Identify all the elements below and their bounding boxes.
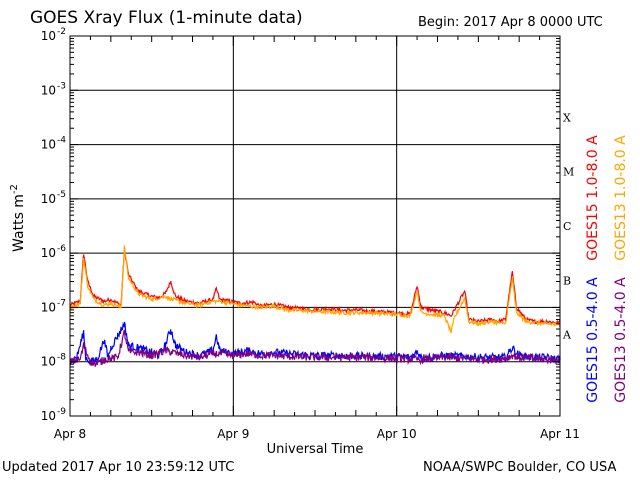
y-tick-exponent: -8 (57, 353, 66, 363)
flare-class-label: B (563, 274, 571, 287)
flare-class-label: A (562, 329, 572, 342)
x-tick-label: Apr 8 (54, 427, 86, 441)
legend-entry: GOES13 0.5-4.0 A (613, 277, 629, 403)
y-tick-label: 10 (41, 138, 56, 152)
series-layer (69, 245, 561, 367)
y-tick-exponent: -6 (57, 244, 66, 254)
y-tick-label: 10 (41, 246, 56, 260)
legend-label: GOES13 0.5-4.0 A (613, 277, 629, 403)
y-tick-exponent: -7 (57, 298, 66, 308)
legend-entry: GOES15 1.0-8.0 A (585, 135, 601, 261)
legend-entry: GOES15 0.5-4.0 A (585, 277, 601, 403)
legend: GOES15 1.0-8.0 A GOES13 1.0-8.0 A GOES15 0… (585, 135, 629, 403)
y-tick-exponent: -3 (57, 81, 66, 91)
y-tick-label: 10 (41, 83, 56, 97)
begin-time: Begin: 2017 Apr 8 0000 UTC (418, 15, 603, 30)
legend-label: GOES13 1.0-8.0 A (613, 135, 629, 261)
y-tick-exponent: -9 (57, 407, 66, 417)
y-tick-label: 10 (41, 192, 56, 206)
updated-timestamp: Updated 2017 Apr 10 23:59:12 UTC (2, 460, 235, 475)
y-tick-exponent: -4 (57, 136, 66, 146)
grid-lines (70, 36, 560, 416)
y-tick-label: 10 (41, 300, 56, 314)
chart-title: GOES Xray Flux (1-minute data) (30, 8, 303, 28)
x-tick-label: Apr 11 (540, 427, 580, 441)
series-line (69, 247, 561, 326)
y-axis-label: Watts m-2 (9, 184, 27, 252)
y-tick-exponent: -5 (57, 190, 66, 200)
y-tick-label: 10 (41, 355, 56, 369)
flare-class-label: M (563, 166, 574, 179)
x-tick-label: Apr 9 (217, 427, 249, 441)
source-credit: NOAA/SWPC Boulder, CO USA (423, 460, 617, 475)
x-tick-label: Apr 10 (377, 427, 417, 441)
flare-class-label: X (563, 111, 571, 124)
y-tick-label: 10 (41, 29, 56, 43)
legend-label: GOES15 0.5-4.0 A (585, 277, 601, 403)
y-tick-exponent: -2 (57, 27, 66, 37)
legend-entry: GOES13 1.0-8.0 A (613, 135, 629, 261)
series-line (69, 245, 561, 334)
x-axis-label: Universal Time (267, 442, 364, 457)
svg-text:Watts m-2: Watts m-2 (9, 184, 27, 252)
y-tick-label: 10 (41, 409, 56, 423)
flare-class-label: C (563, 220, 571, 233)
series-line (69, 329, 561, 367)
legend-label: GOES15 1.0-8.0 A (585, 135, 601, 261)
